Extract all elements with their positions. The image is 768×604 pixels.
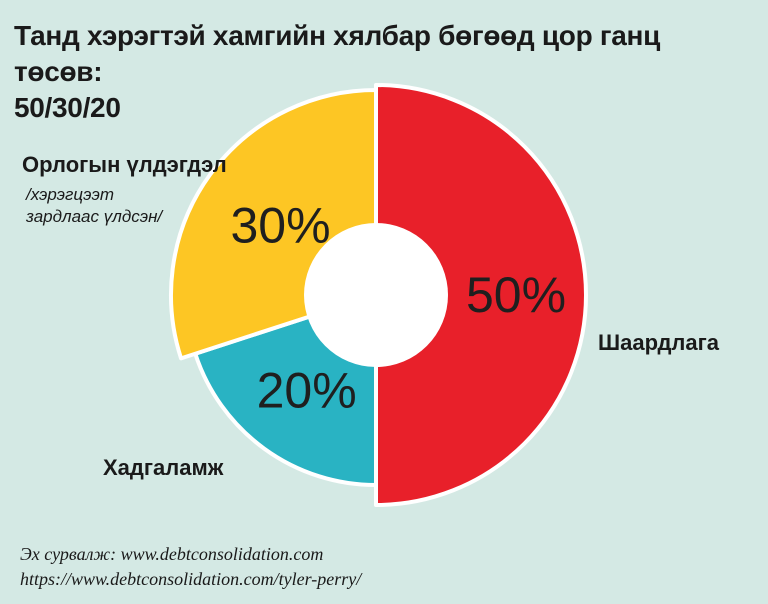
source-note: Эх сурвалж: www.debtconsolidation.com ht… (20, 542, 361, 592)
slice-value-labels: 50% 20% 30% (230, 198, 566, 419)
donut-hole (304, 223, 448, 367)
value-label-needs: 50% (466, 267, 566, 323)
chart-title: Танд хэрэгтэй хамгийн хялбар бөгөөд цор … (14, 18, 754, 126)
value-label-savings: 20% (257, 362, 357, 418)
chart-title-line-1: Танд хэрэгтэй хамгийн хялбар бөгөөд цор … (14, 20, 661, 87)
category-note-wants-line-1: /хэрэгцээт (26, 185, 114, 204)
category-label-wants: Орлогын үлдэгдэл (22, 152, 227, 177)
category-label-needs: Шаардлага (598, 330, 720, 355)
category-note-wants: /хэрэгцээт зардлаас үлдсэн/ (26, 184, 162, 228)
slice-needs (374, 83, 588, 507)
source-line-1: Эх сурвалж: www.debtconsolidation.com (20, 544, 324, 564)
category-note-wants-line-2: зардлаас үлдсэн/ (26, 207, 163, 226)
category-label-savings: Хадгаламж (103, 455, 224, 480)
source-line-2: https://www.debtconsolidation.com/tyler-… (20, 569, 362, 589)
value-label-wants: 30% (230, 198, 330, 254)
chart-title-line-2: 50/30/20 (14, 92, 121, 123)
